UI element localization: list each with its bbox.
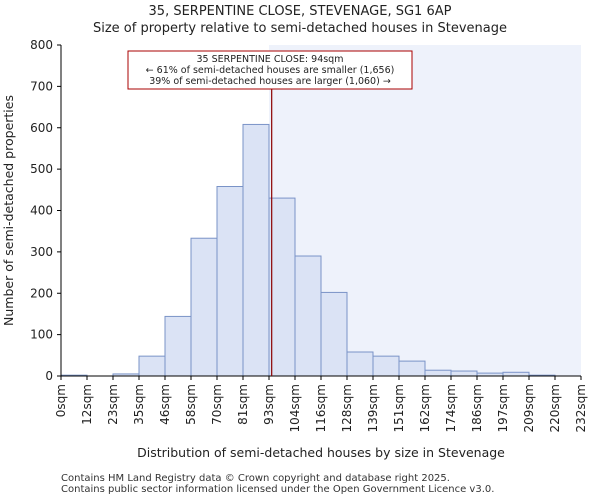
annotation-property-size: 35 SERPENTINE CLOSE: 94sqm <box>197 54 344 65</box>
x-tick-label: 220sqm <box>548 384 562 432</box>
x-tick-label: 81sqm <box>236 384 250 425</box>
x-axis-label: Distribution of semi-detached houses by … <box>137 445 505 460</box>
annotation-smaller-share: ← 61% of semi-detached houses are smalle… <box>146 65 395 76</box>
histogram-bar <box>164 315 192 377</box>
y-tick-label: 400 <box>30 204 53 218</box>
x-tick-label: 174sqm <box>444 384 458 432</box>
x-tick-label: 162sqm <box>418 384 432 432</box>
x-tick-label: 186sqm <box>470 384 484 432</box>
y-tick-label: 600 <box>30 121 53 135</box>
y-tick-label: 0 <box>45 369 53 383</box>
x-tick-label: 93sqm <box>262 384 276 425</box>
histogram-bar <box>268 197 296 377</box>
histogram-bar <box>216 186 244 377</box>
y-tick-label: 800 <box>30 38 53 52</box>
histogram-bar <box>190 237 218 377</box>
annotation-larger-share: 39% of semi-detached houses are larger (… <box>149 76 391 87</box>
x-tick-label: 0sqm <box>54 384 68 417</box>
annotation-box <box>127 50 413 90</box>
x-tick-label: 23sqm <box>106 384 120 425</box>
histogram-bar <box>502 371 530 377</box>
x-tick-label: 70sqm <box>210 384 224 425</box>
x-tick-label: 232sqm <box>574 384 588 432</box>
histogram-bar <box>450 370 478 377</box>
x-tick-label: 58sqm <box>184 384 198 425</box>
histogram-bar <box>138 355 166 377</box>
x-tick-label: 104sqm <box>288 384 302 432</box>
x-tick-label: 139sqm <box>366 384 380 432</box>
chart-subtitle: Size of property relative to semi-detach… <box>92 21 508 36</box>
histogram-bar <box>424 369 452 377</box>
y-tick-label: 500 <box>30 162 53 176</box>
histogram-bar <box>346 351 374 377</box>
x-tick-label: 46sqm <box>158 384 172 425</box>
footer-licence: Contains public sector information licen… <box>61 484 495 495</box>
y-tick-label: 200 <box>30 286 53 300</box>
histogram-bar <box>242 123 270 377</box>
histogram-bar <box>372 355 400 377</box>
x-tick-label: 209sqm <box>522 384 536 432</box>
x-tick-label: 151sqm <box>392 384 406 432</box>
x-tick-label: 128sqm <box>340 384 354 432</box>
x-tick-label: 116sqm <box>314 384 328 432</box>
x-tick-label: 197sqm <box>496 384 510 432</box>
y-axis-label: Number of semi-detached properties <box>1 95 16 326</box>
footer-copyright: Contains HM Land Registry data © Crown c… <box>61 473 450 484</box>
chart-title-address: 35, SERPENTINE CLOSE, STEVENAGE, SG1 6AP <box>148 4 452 19</box>
histogram-bar <box>398 360 426 377</box>
histogram-bar <box>294 255 322 377</box>
y-tick-label: 700 <box>30 79 53 93</box>
y-tick-label: 300 <box>30 245 53 259</box>
y-tick-label: 100 <box>30 328 53 342</box>
histogram-bar <box>320 291 348 377</box>
x-tick-label: 12sqm <box>80 384 94 425</box>
x-tick-label: 35sqm <box>132 384 146 425</box>
